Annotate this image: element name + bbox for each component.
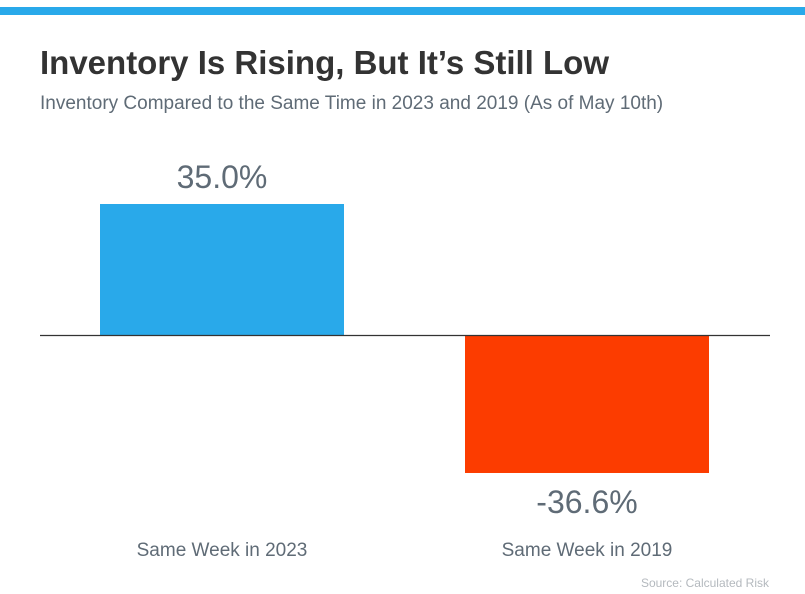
data-label-1: 35.0%	[177, 159, 268, 195]
chart-title: Inventory Is Rising, But It’s Still Low	[40, 44, 609, 81]
data-label-2: -36.6%	[536, 484, 637, 520]
top-accent-bar	[0, 7, 805, 15]
bar-1	[100, 204, 344, 335]
source-note: Source: Calculated Risk	[640, 576, 769, 590]
chart-subtitle: Inventory Compared to the Same Time in 2…	[40, 93, 664, 114]
bar-2	[465, 336, 709, 473]
category-label-1: Same Week in 2023	[137, 540, 308, 561]
category-label-2: Same Week in 2019	[502, 540, 673, 561]
